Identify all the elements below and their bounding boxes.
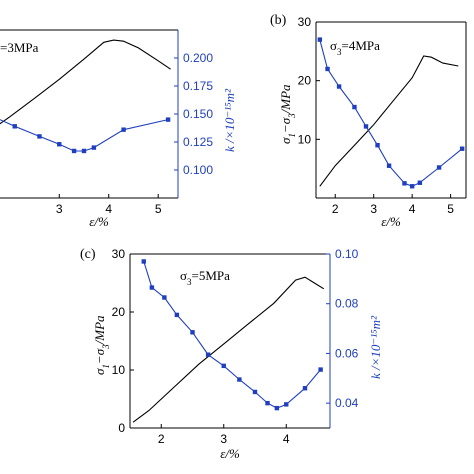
permeability-point [459, 146, 465, 151]
right-tick-label: 0.200 [183, 51, 213, 65]
permeability-point [265, 400, 270, 406]
permeability-point [141, 259, 146, 264]
stress-strain-line [0, 39, 171, 125]
right-tick-label: 0.175 [183, 79, 213, 93]
panel-label: (c) [80, 247, 96, 262]
right-tick-label: 0.04 [335, 396, 359, 410]
permeability-point [375, 143, 380, 148]
permeability-point [221, 363, 226, 369]
permeability-point [363, 124, 369, 129]
left-tick-label: 10 [112, 363, 126, 377]
right-tick-label: 0.100 [183, 163, 213, 177]
right-tick-label: 0.06 [335, 346, 359, 360]
left-axis-label: σ1−σ3/MPa [278, 84, 297, 144]
permeability-point [284, 402, 289, 407]
permeability-point [205, 352, 211, 357]
permeability-point [336, 84, 342, 89]
left-tick-label: 30 [298, 15, 312, 29]
permeability-point [417, 180, 423, 185]
right-axis-label: k /×10⁻¹⁵m² [222, 88, 237, 152]
permeability-point [352, 104, 357, 110]
permeability-line [0, 119, 169, 152]
right-tick-label: 0.150 [183, 107, 213, 121]
x-tick-label: 3 [370, 202, 377, 216]
confining-pressure-label: σ3=4MPa [330, 38, 380, 57]
x-tick-label: 4 [409, 202, 416, 216]
left-tick-label: 20 [298, 74, 312, 88]
permeability-point [57, 142, 62, 147]
permeability-point [174, 312, 180, 318]
permeability-point [436, 165, 442, 170]
permeability-point [37, 134, 42, 139]
x-tick-label: 5 [155, 202, 162, 216]
x-tick-label: 3 [220, 432, 227, 446]
permeability-point [71, 148, 77, 154]
chart-panel-3: 2 3 4 0 10 20 30 0.04 0.06 0.08 0.10 σ3=5MPa ε/% σ1−σ… [80, 247, 383, 461]
permeability-line [143, 261, 322, 409]
permeability-point [12, 124, 17, 129]
right-tick-label: 0.08 [335, 297, 359, 311]
panel-label: (b) [270, 13, 287, 28]
left-tick-label: 0 [118, 421, 125, 435]
stress-strain-line [319, 55, 459, 187]
permeability-point [409, 184, 415, 189]
x-tick-label: 2 [158, 432, 165, 446]
chart-panel-2: 2 3 4 5 10 20 30 σ3=4MPa ε/% σ1−σ3/MPa (b) [270, 13, 467, 229]
stress-strain-line [132, 276, 325, 423]
permeability-point [190, 330, 195, 335]
right-tick-label: 0.10 [335, 247, 359, 261]
x-tick-label: 2 [332, 202, 339, 216]
permeability-point [318, 367, 323, 372]
permeability-point [402, 181, 407, 186]
confining-pressure-label: =3MPa [0, 40, 39, 55]
x-tick-label: 4 [283, 432, 290, 446]
permeability-point [91, 145, 97, 150]
permeability-point [386, 163, 392, 168]
permeability-point [274, 405, 280, 411]
left-tick-label: 10 [298, 132, 312, 146]
x-tick-label: 4 [105, 202, 112, 216]
permeability-point [81, 148, 87, 154]
x-axis-label: ε/% [89, 214, 109, 229]
permeability-line [319, 39, 463, 187]
x-axis-label: ε/% [381, 214, 401, 229]
confining-pressure-label: σ3=5MPa [180, 268, 230, 287]
x-axis-label: ε/% [220, 446, 240, 461]
permeability-point [237, 377, 242, 382]
right-axis-label: k /×10⁻¹⁵m² [368, 315, 383, 379]
permeability-point [165, 117, 171, 122]
chart-panel-1: 3 4 5 0.100 0.125 0.150 0.175 0.200 =3MPa ε/% k /×… [0, 29, 237, 229]
left-tick-label: 20 [112, 305, 126, 319]
permeability-point [121, 127, 126, 132]
permeability-point [149, 285, 155, 290]
left-tick-label: 30 [112, 247, 126, 261]
left-axis-label: σ1−σ3/MPa [92, 315, 111, 375]
x-tick-label: 3 [56, 202, 63, 216]
permeability-point [317, 37, 323, 42]
permeability-point [302, 386, 308, 391]
permeability-point [252, 389, 258, 395]
permeability-point [325, 66, 330, 72]
x-tick-label: 5 [447, 202, 454, 216]
permeability-point [162, 295, 167, 300]
right-tick-label: 0.125 [183, 135, 213, 149]
